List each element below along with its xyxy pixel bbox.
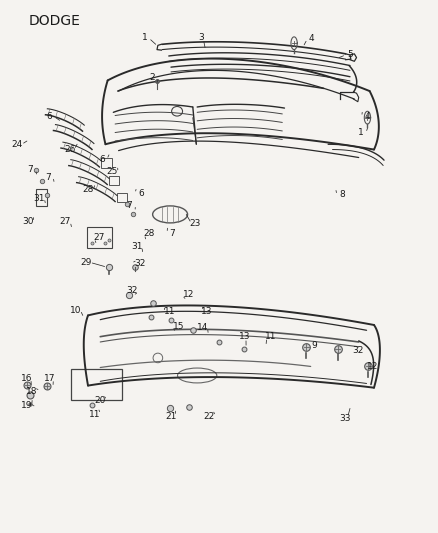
- Text: 12: 12: [183, 289, 194, 298]
- Text: 31: 31: [131, 242, 143, 251]
- Bar: [101, 158, 112, 167]
- Text: 28: 28: [144, 229, 155, 238]
- Text: 16: 16: [21, 374, 33, 383]
- Text: 21: 21: [165, 412, 177, 421]
- Text: 7: 7: [127, 201, 132, 210]
- Text: 12: 12: [367, 362, 378, 371]
- Text: 13: 13: [201, 307, 212, 316]
- Text: 31: 31: [33, 194, 45, 203]
- Text: 15: 15: [173, 321, 184, 330]
- Text: 27: 27: [93, 233, 105, 242]
- Text: 13: 13: [240, 332, 251, 341]
- Text: 4: 4: [365, 112, 370, 121]
- Text: 23: 23: [189, 220, 201, 229]
- Text: 1: 1: [142, 34, 148, 43]
- Bar: [35, 189, 46, 206]
- Text: 3: 3: [198, 34, 204, 43]
- Text: 29: 29: [80, 258, 92, 266]
- Text: 24: 24: [12, 140, 23, 149]
- Text: 33: 33: [339, 414, 350, 423]
- Text: 5: 5: [347, 51, 353, 59]
- Text: 6: 6: [138, 189, 144, 198]
- Bar: [87, 227, 113, 248]
- Text: 25: 25: [106, 167, 118, 176]
- Text: 11: 11: [89, 410, 100, 419]
- Text: 18: 18: [26, 387, 38, 396]
- Text: 7: 7: [169, 229, 175, 238]
- Text: 11: 11: [265, 332, 276, 341]
- Text: 28: 28: [82, 185, 94, 194]
- Text: DODGE: DODGE: [29, 14, 81, 28]
- Text: 11: 11: [164, 307, 176, 316]
- Text: 8: 8: [339, 190, 345, 199]
- Text: 4: 4: [309, 35, 314, 44]
- Text: 22: 22: [204, 412, 215, 421]
- Text: 32: 32: [352, 346, 364, 355]
- Bar: [71, 368, 122, 400]
- Bar: [109, 175, 120, 185]
- Text: 30: 30: [22, 217, 34, 227]
- Text: 9: 9: [311, 341, 317, 350]
- Text: 32: 32: [134, 260, 145, 268]
- Text: 20: 20: [95, 396, 106, 405]
- Text: 7: 7: [28, 165, 33, 174]
- Text: 27: 27: [60, 217, 71, 227]
- Text: 1: 1: [358, 128, 364, 137]
- Text: 17: 17: [44, 374, 55, 383]
- Text: 14: 14: [197, 323, 208, 332]
- Text: 6: 6: [99, 155, 105, 164]
- Bar: [117, 192, 127, 202]
- Text: 26: 26: [64, 145, 75, 154]
- Text: 32: 32: [126, 286, 138, 295]
- Text: 19: 19: [21, 401, 33, 410]
- Text: 6: 6: [47, 112, 53, 121]
- Text: 10: 10: [70, 305, 81, 314]
- Text: 7: 7: [45, 173, 51, 182]
- Text: 2: 2: [150, 73, 155, 82]
